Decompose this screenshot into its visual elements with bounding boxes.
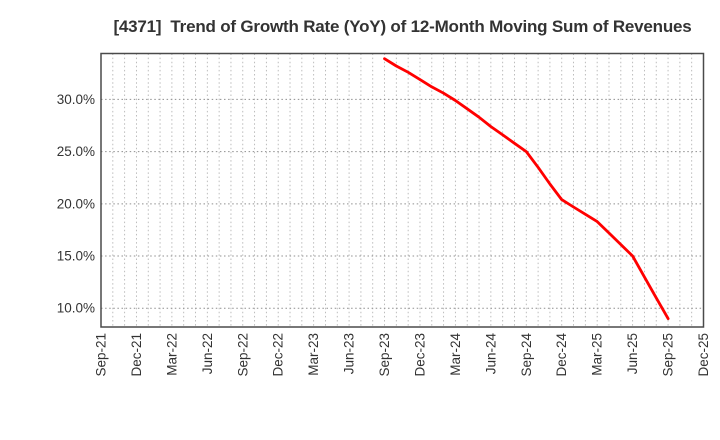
y-tick-label: 30.0% <box>57 92 95 107</box>
y-tick-label: 25.0% <box>57 144 95 159</box>
y-tick-label: 10.0% <box>57 301 95 316</box>
x-tick-label: Dec-22 <box>271 333 286 377</box>
x-tick-label: Dec-24 <box>554 333 569 377</box>
x-tick-label: Sep-23 <box>377 333 392 377</box>
x-tick-label: Mar-23 <box>306 333 321 376</box>
x-tick-label: Dec-21 <box>129 333 144 377</box>
x-tick-label: Jun-25 <box>625 333 640 374</box>
y-tick-label: 20.0% <box>57 196 95 211</box>
x-tick-label: Jun-23 <box>342 333 357 374</box>
y-tick-label: 15.0% <box>57 249 95 264</box>
chart-title: [4371] Trend of Growth Rate (YoY) of 12-… <box>113 17 692 36</box>
x-tick-label: Dec-23 <box>412 333 427 377</box>
x-tick-label: Sep-22 <box>235 333 250 377</box>
x-tick-label: Jun-22 <box>200 333 215 374</box>
x-tick-label: Sep-24 <box>519 333 534 377</box>
x-tick-label: Sep-21 <box>94 333 109 377</box>
x-tick-label: Dec-25 <box>696 333 711 377</box>
x-tick-label: Mar-25 <box>590 333 605 376</box>
plot-border <box>100 52 705 328</box>
x-tick-label: Jun-24 <box>483 333 498 375</box>
x-tick-label: Mar-24 <box>448 333 463 376</box>
x-tick-label: Sep-25 <box>661 333 676 377</box>
x-tick-label: Mar-22 <box>164 333 179 376</box>
series-line-growth-rate <box>383 57 670 320</box>
